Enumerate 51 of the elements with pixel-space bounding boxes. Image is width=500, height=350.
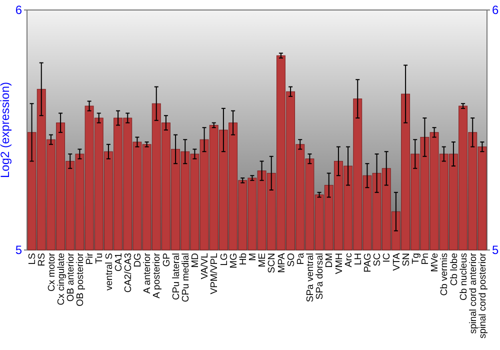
x-tick-label: CPu medial <box>180 253 192 302</box>
x-tick-label: M <box>248 252 259 261</box>
x-tick-label: Cx motor <box>46 253 58 292</box>
x-tick-label: MVe <box>430 253 441 272</box>
x-tick-label: Pn <box>420 253 432 265</box>
x-tick-label: CA2/CA3 <box>122 253 134 293</box>
x-tick-label: spinal cord anterior <box>468 253 479 334</box>
x-tick-label: Cx cingulate <box>56 253 67 306</box>
x-tick-label: RS <box>36 253 48 266</box>
y-axis-title: Log2 (expression) <box>0 82 12 178</box>
x-tick-label: Tu <box>94 253 106 264</box>
x-tick-label: OB anterior <box>65 253 76 302</box>
x-tick-label: LG <box>218 253 230 266</box>
x-tick-label: SCN <box>266 252 278 274</box>
x-tick-label: PAG <box>362 253 374 272</box>
x-tick-label: MD <box>190 252 202 268</box>
x-tick-label: IC <box>382 252 393 262</box>
x-tick-label: Arc <box>343 252 354 268</box>
x-tick-label: VA/VL <box>200 253 211 280</box>
x-tick-label: ventral S <box>104 253 115 290</box>
x-tick-label: Tg <box>410 253 422 264</box>
x-tick-label: VTA <box>391 252 402 271</box>
x-tick-label: VPM/VPL <box>209 253 220 294</box>
x-tick-label: MG <box>228 253 240 268</box>
x-tick-label: VMH <box>334 252 345 274</box>
x-tick-label: SC <box>372 252 384 266</box>
x-tick-label: CA1 <box>113 253 124 272</box>
x-tick-label: A posterior <box>152 253 163 298</box>
x-tick-label: GP <box>161 253 172 267</box>
x-tick-label: Pir <box>84 253 96 265</box>
x-tick-label: OB posterior <box>75 253 86 306</box>
x-tick-label: Cb nucleus <box>458 252 470 301</box>
x-tick-label: SN <box>400 252 412 266</box>
y2-tick-label: 5 <box>492 243 499 258</box>
x-tick-label: Cb lobe <box>448 253 460 286</box>
x-tick-label: SO <box>286 253 297 267</box>
x-tick-label: MPA <box>276 252 288 273</box>
x-tick-label: LH <box>352 252 364 266</box>
x-tick-label: LS <box>27 253 38 265</box>
y2-tick-label: 6 <box>492 3 499 18</box>
x-tick-label: Cb vermis <box>439 252 450 296</box>
x-tick-label: SPa ventral <box>305 253 316 302</box>
x-tick-label: A anterior <box>142 253 154 294</box>
x-tick-label: SPa dorsal <box>314 253 326 300</box>
x-tick-label: spinal cord posterior <box>478 253 489 339</box>
x-tick-label: Hb <box>238 253 249 266</box>
x-tick-label: DM <box>324 252 336 268</box>
x-tick-label: DG <box>132 253 144 268</box>
x-tick-label: CPu lateral <box>170 253 182 300</box>
x-tick-label: ME <box>257 253 268 268</box>
x-tick-label: Pa <box>295 252 306 265</box>
